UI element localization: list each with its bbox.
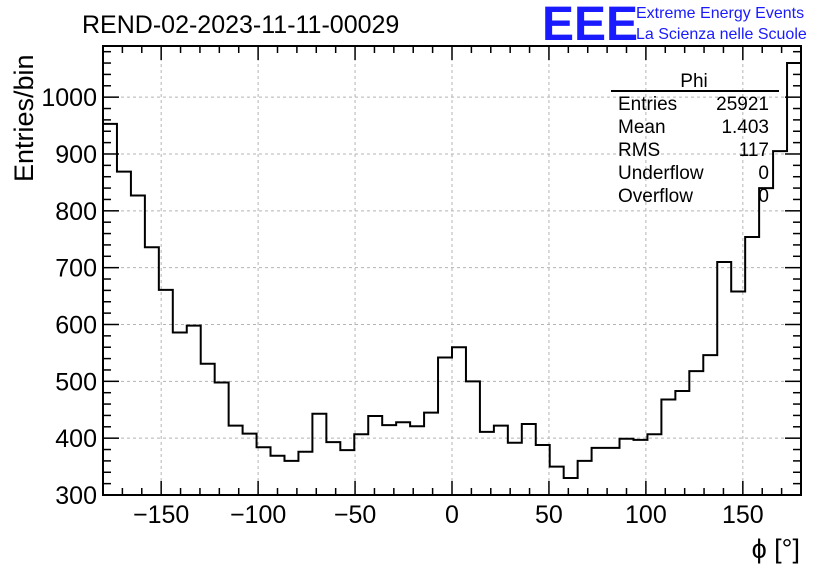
- grid: [103, 46, 801, 496]
- stats-value: 0: [758, 163, 769, 184]
- x-axis-label: ϕ [°]: [752, 534, 800, 564]
- y-tick-label: 300: [55, 482, 97, 510]
- chart-title: REND-02-2023-11-11-00029: [82, 11, 399, 39]
- stats-label: Overflow: [618, 186, 693, 207]
- histogram-line: [103, 62, 801, 479]
- brand-line-1: Extreme Energy Events: [636, 5, 804, 22]
- y-tick-label: 400: [55, 425, 97, 453]
- stats-box: Phi Entries 25921 Mean 1.403 RMS 117 Underflow…: [611, 71, 779, 207]
- y-axis-label: Entries/bin: [9, 54, 39, 182]
- y-tick-label: 500: [55, 368, 97, 396]
- y-tick-label: 700: [55, 255, 97, 283]
- stats-label: Mean: [618, 117, 666, 138]
- brand-line-2: La Scienza nelle Scuole: [636, 26, 807, 43]
- eee-logo: EEE: [542, 0, 638, 51]
- eee-branding: EEE Extreme Energy Events La Scienza nel…: [542, 0, 807, 51]
- stats-label: Entries: [618, 94, 677, 115]
- stats-value: 25921: [716, 94, 769, 115]
- x-tick-label: 50: [535, 501, 563, 529]
- y-tick-label: 1000: [41, 84, 97, 112]
- y-tick-label: 900: [55, 141, 97, 169]
- stats-value: 117: [739, 140, 769, 161]
- y-tick-labels: 300 400 500 600 700 800 900 1000: [41, 84, 97, 510]
- stats-label: Underflow: [618, 163, 704, 184]
- x-tick-label: 0: [445, 501, 459, 529]
- x-tick-label: −50: [334, 501, 376, 529]
- stats-value: 1.403: [721, 117, 769, 138]
- stats-title: Phi: [680, 71, 707, 92]
- stats-value: 0: [758, 186, 769, 207]
- y-tick-label: 600: [55, 311, 97, 339]
- x-tick-labels: −150 −100 −50 0 50 100 150: [133, 501, 764, 529]
- axis-ticks: [102, 46, 802, 496]
- x-tick-label: 100: [625, 501, 667, 529]
- x-tick-label: −100: [230, 501, 286, 529]
- x-tick-label: 150: [722, 501, 764, 529]
- y-tick-label: 800: [55, 198, 97, 226]
- x-tick-label: −150: [133, 501, 189, 529]
- stats-label: RMS: [618, 140, 660, 161]
